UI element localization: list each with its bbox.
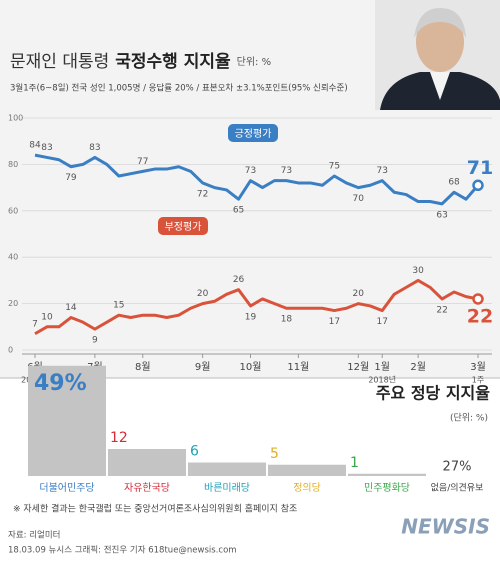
series-line [34, 153, 480, 206]
bar-category: 자유한국당 [124, 482, 170, 494]
value-label: 73 [245, 166, 256, 176]
bar-value-label: 49% [34, 371, 87, 396]
other-value: 27% [443, 460, 472, 475]
other-label: 없음/의견유보 [431, 482, 484, 494]
x-sublabel: 1주 [472, 376, 484, 385]
end-point [472, 179, 484, 192]
credit: 18.03.09 뉴시스 그래픽: 전진우 기자 618tue@newsis.c… [8, 545, 237, 556]
bar-value-label: 1 [350, 455, 359, 471]
unit: 단위: % [237, 55, 271, 68]
series-box [158, 217, 208, 235]
value-label: 15 [113, 301, 124, 311]
x-tick-label: 10월 [240, 361, 262, 373]
y-tick-label: 20 [8, 299, 18, 308]
value-label: 26 [233, 275, 245, 285]
value-label: 20 [197, 289, 209, 299]
end-value-label: 22 [467, 305, 493, 327]
value-label: 75 [329, 162, 340, 172]
value-label: 77 [137, 157, 148, 167]
value-label: 17 [329, 317, 340, 327]
title: 문재인 대통령 국정수행 지지율 단위: % [10, 52, 271, 72]
value-label: 73 [281, 166, 292, 176]
value-label: 68 [448, 178, 460, 188]
bar [348, 473, 426, 476]
value-label: 63 [436, 210, 447, 220]
series-name: 긍정평가 [235, 128, 272, 140]
y-tick-label: 60 [8, 206, 18, 215]
value-label: 73 [376, 166, 387, 176]
bar-category: 바른미래당 [204, 482, 250, 494]
value-label: 83 [41, 143, 52, 153]
series-line [34, 278, 479, 336]
bar [108, 449, 186, 476]
end-value-label: 71 [467, 157, 493, 179]
bar-category: 정의당 [293, 482, 321, 494]
value-label: 9 [92, 336, 98, 346]
bar [268, 464, 346, 476]
bar-value-label: 5 [270, 446, 279, 462]
value-label: 30 [412, 266, 424, 276]
value-label: 70 [353, 194, 365, 204]
source: 자료: 리얼미터 [8, 530, 61, 541]
end-point [472, 293, 484, 305]
value-label: 72 [197, 189, 208, 199]
bar-title: 주요 정당 지지율 [376, 384, 490, 403]
bar-value-label: 12 [110, 430, 128, 446]
bar-value-label: 6 [190, 444, 199, 460]
series-box [228, 124, 278, 142]
bar [188, 462, 266, 476]
x-tick-label: 8월 [135, 361, 151, 373]
bar-category: 민주평화당 [364, 482, 410, 494]
x-sublabel: 2018년 [368, 375, 396, 385]
value-label: 7 [32, 319, 38, 329]
y-tick-label: 40 [8, 253, 18, 262]
value-label: 65 [233, 206, 244, 216]
y-tick-label: 80 [8, 160, 18, 169]
x-tick-label: 1월 [374, 361, 390, 373]
value-label: 83 [89, 143, 100, 153]
x-tick-label: 3월 [470, 361, 486, 373]
portrait [375, 0, 500, 110]
x-tick-label: 2월 [410, 361, 426, 373]
bar-category: 더불어민주당 [39, 482, 94, 494]
y-tick-label: 0 [8, 346, 13, 355]
bar [28, 365, 106, 476]
x-tick-label: 9월 [195, 361, 211, 373]
value-label: 17 [376, 317, 387, 327]
value-label: 20 [353, 289, 365, 299]
value-label: 10 [41, 312, 53, 322]
x-tick-label: 11월 [287, 361, 309, 373]
y-tick-label: 100 [8, 114, 23, 123]
logo: NEWSIS [401, 515, 490, 539]
value-label: 79 [65, 173, 77, 183]
title-prefix: 문재인 대통령 [10, 52, 109, 72]
title-bold: 국정수행 지지율 [115, 52, 231, 72]
footnote: ※ 자세한 결과는 한국갤럽 또는 중앙선거여론조사심의위원회 홈페이지 참조 [13, 503, 297, 515]
x-tick-label: 12월 [347, 361, 369, 373]
value-label: 19 [245, 312, 257, 322]
value-label: 18 [281, 315, 293, 325]
subtitle: 3월1주(6~8일) 전국 성인 1,005명 / 응답률 20% / 표본오차… [10, 83, 348, 94]
series-name: 부정평가 [165, 221, 202, 233]
value-label: 14 [65, 303, 77, 313]
bar-unit: (단위: %) [450, 413, 488, 424]
value-label: 22 [436, 305, 447, 315]
value-label: 84 [29, 141, 41, 151]
